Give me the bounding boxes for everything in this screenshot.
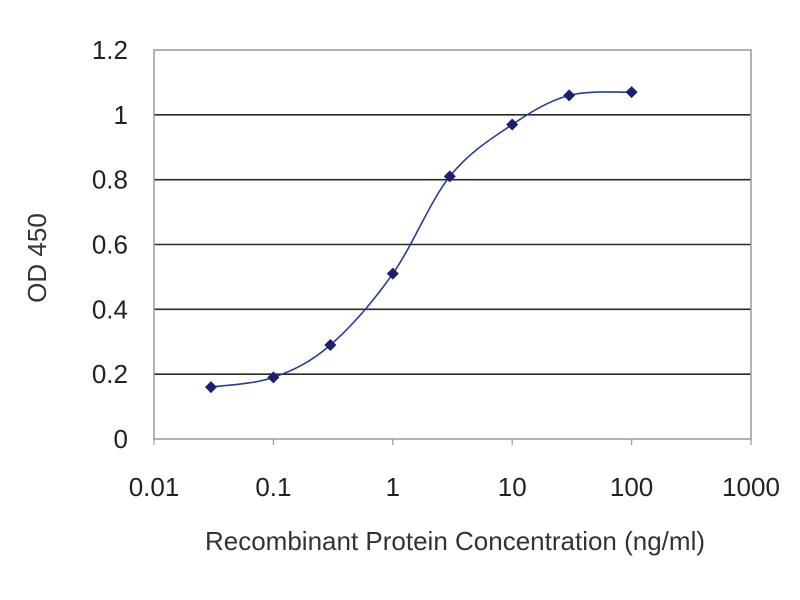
data-point bbox=[267, 371, 280, 384]
x-tick-label: 10 bbox=[498, 472, 527, 502]
x-tick-label: 100 bbox=[610, 472, 653, 502]
x-tick-label: 0.1 bbox=[255, 472, 291, 502]
x-tick-label: 1 bbox=[386, 472, 400, 502]
x-axis-title: Recombinant Protein Concentration (ng/ml… bbox=[205, 526, 705, 556]
y-tick-label: 1.2 bbox=[92, 35, 128, 65]
y-tick-label: 0.8 bbox=[92, 165, 128, 195]
data-point bbox=[386, 267, 399, 280]
data-point bbox=[443, 170, 456, 183]
data-point bbox=[324, 338, 337, 351]
y-tick-label: 1 bbox=[114, 100, 128, 130]
x-tick-label: 1000 bbox=[722, 472, 780, 502]
data-point bbox=[506, 118, 519, 131]
series-curve bbox=[210, 91, 632, 388]
series-points bbox=[204, 86, 638, 394]
y-tick-label: 0 bbox=[114, 424, 128, 454]
y-tick-label: 0.2 bbox=[92, 359, 128, 389]
x-tick-labels: 0.01 0.1 1 10 100 1000 bbox=[129, 439, 780, 502]
y-tick-label: 0.4 bbox=[92, 294, 128, 324]
data-point bbox=[563, 89, 576, 102]
y-tick-labels: 0 0.2 0.4 0.6 0.8 1 1.2 bbox=[92, 35, 128, 454]
data-point bbox=[625, 86, 638, 99]
y-tick-label: 0.6 bbox=[92, 230, 128, 260]
data-point bbox=[204, 381, 217, 394]
x-tick-label: 0.01 bbox=[129, 472, 180, 502]
y-axis-title: OD 450 bbox=[22, 213, 52, 303]
plot-area-frame bbox=[153, 49, 752, 440]
